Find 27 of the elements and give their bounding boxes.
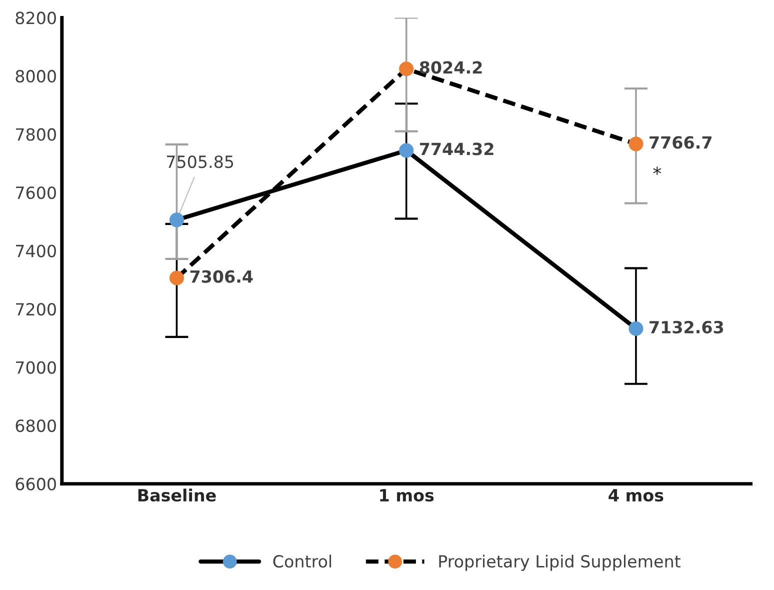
- point: [399, 143, 414, 158]
- y-tick-label: 7000: [16, 361, 56, 374]
- legend-label: Control: [273, 554, 332, 568]
- x-tick-label: Baseline: [138, 488, 216, 502]
- point: [628, 321, 644, 336]
- y-tick-label: 7800: [16, 128, 56, 141]
- point: [169, 270, 184, 286]
- data-label: 7306.4: [190, 270, 253, 283]
- x-tick-label: 4 mos: [608, 489, 664, 502]
- y-tick-label: 6800: [16, 420, 56, 432]
- y-tick-label: 8200: [16, 12, 56, 24]
- legend-label: Proprietary Lipid Supplement: [439, 554, 680, 571]
- point: [169, 212, 184, 228]
- data-label: 7132.63: [650, 320, 724, 334]
- point: [399, 62, 414, 76]
- point: [628, 136, 644, 152]
- data-label: 7505.85: [166, 155, 234, 168]
- y-tick-label: 7600: [16, 186, 56, 200]
- y-tick-label: 6600: [16, 478, 56, 490]
- data-label: 7766.7: [650, 136, 712, 149]
- annotation: *: [653, 166, 662, 175]
- x-tick-label: 1 mos: [380, 489, 434, 502]
- data-label: 8024.2: [420, 61, 482, 74]
- y-tick-label: 8000: [16, 70, 56, 83]
- data-label: 7744.32: [420, 142, 494, 156]
- y-tick-label: 7400: [16, 244, 56, 258]
- y-tick-label: 7200: [16, 302, 56, 316]
